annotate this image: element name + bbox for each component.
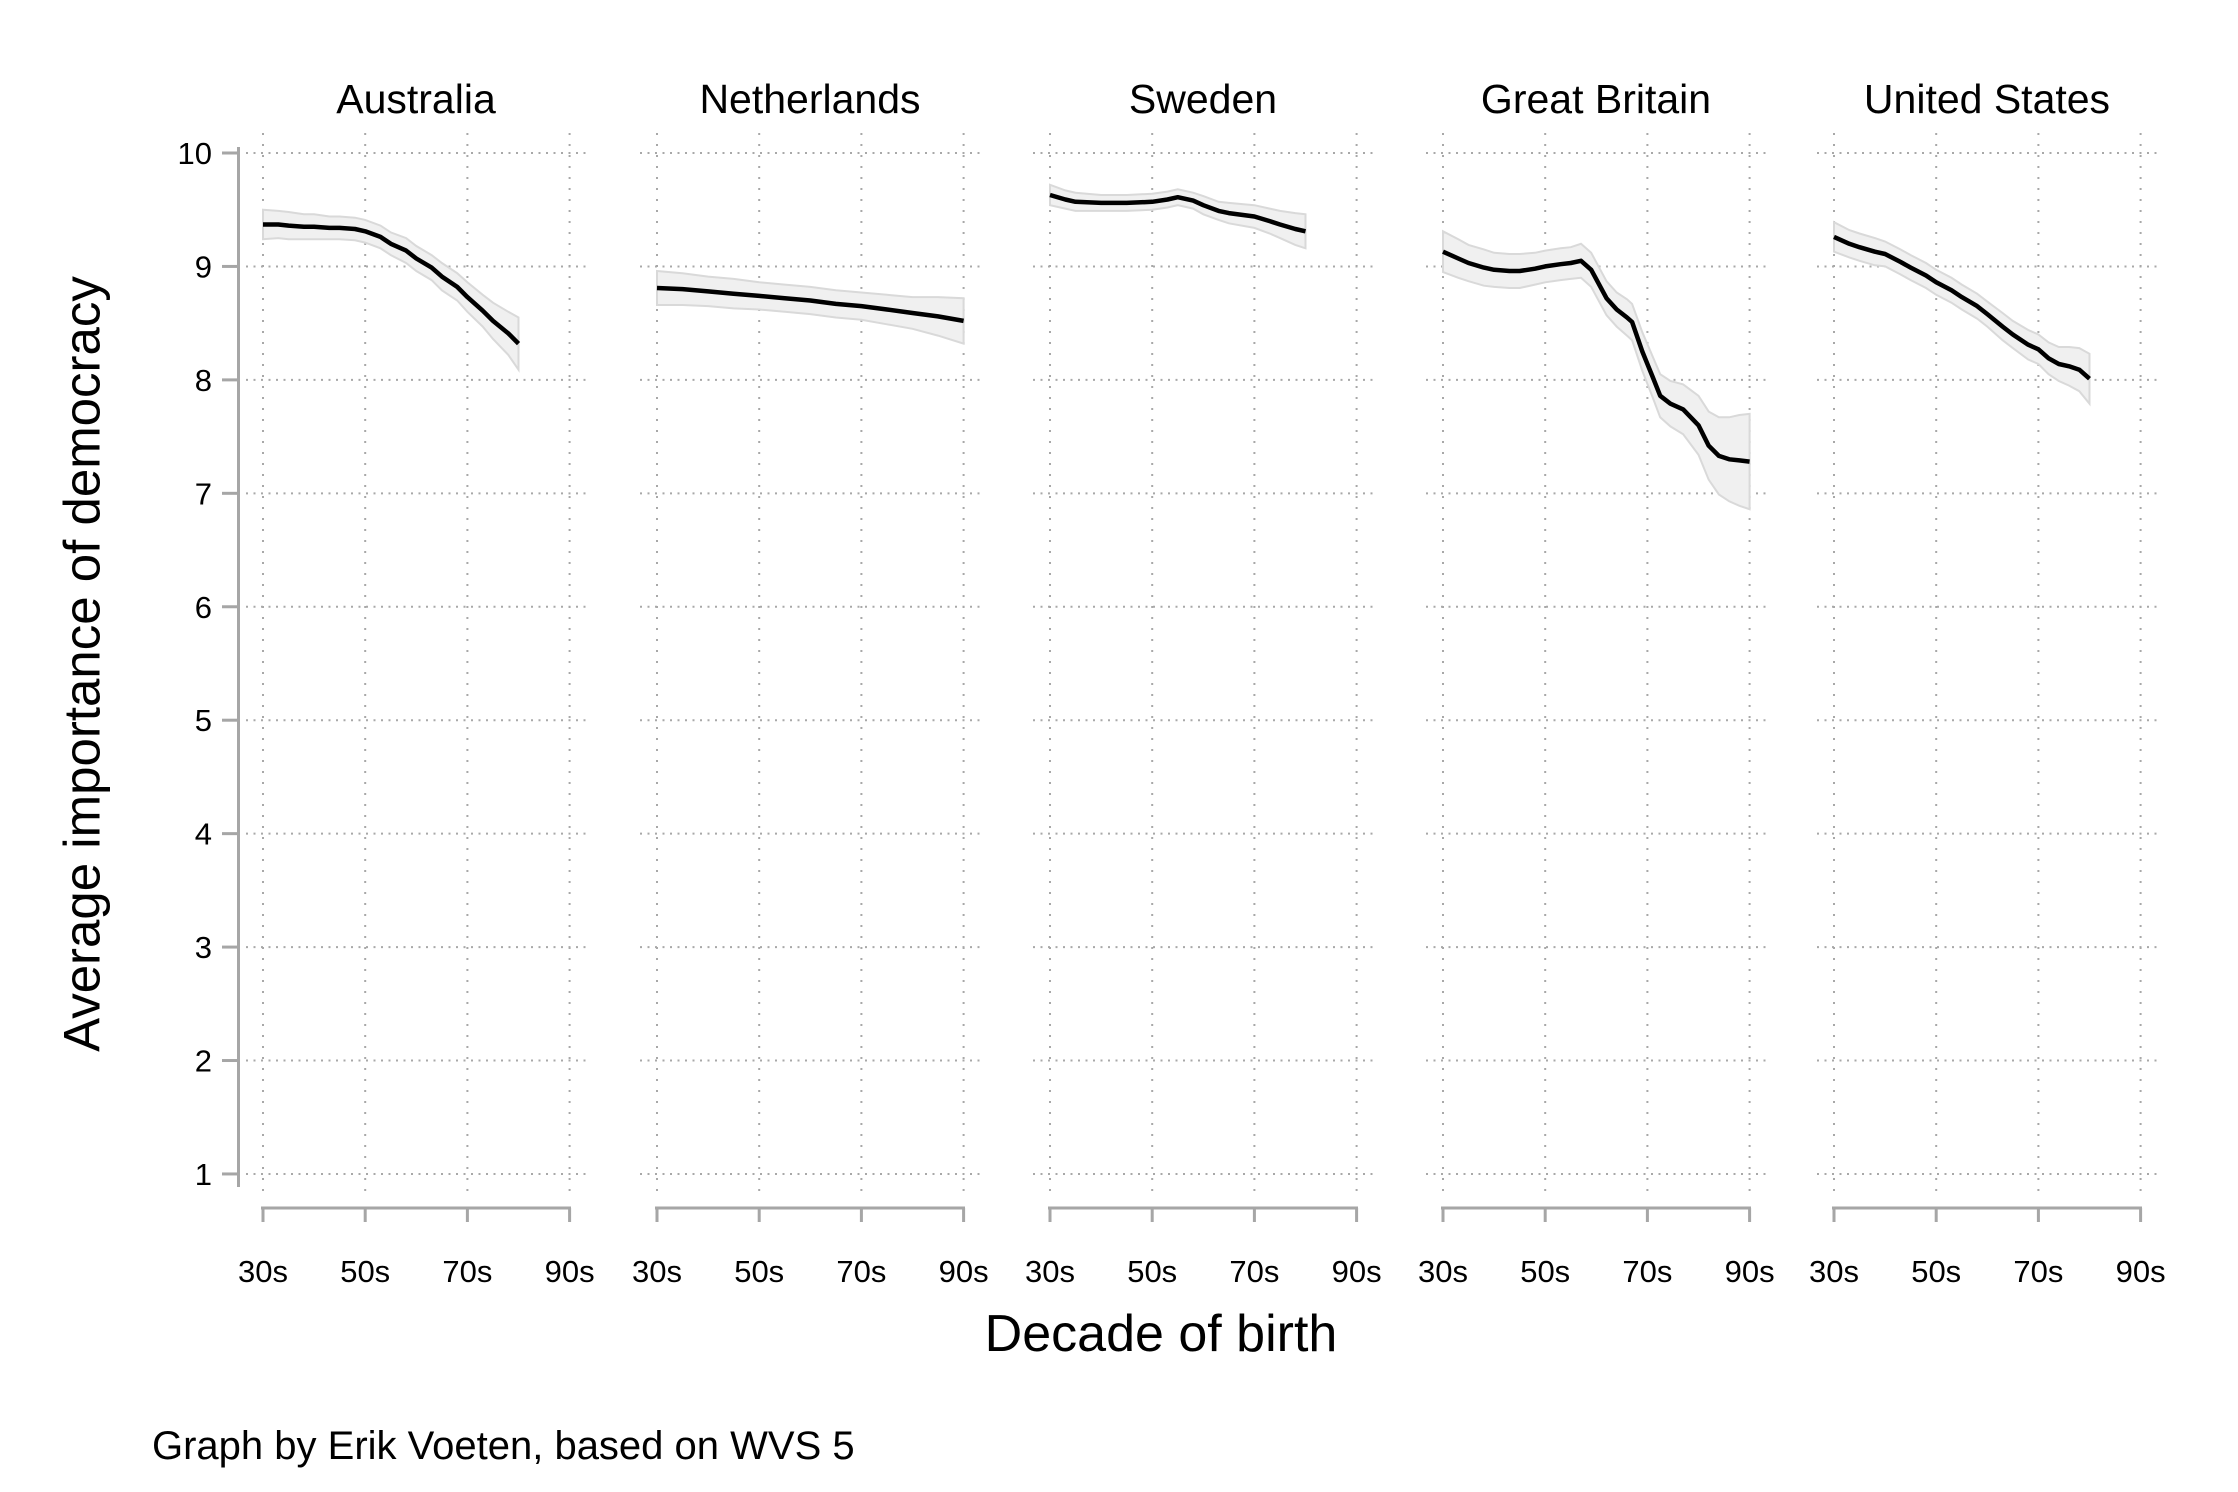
panel-australia: 30s 50s 70s 90s Australia [238, 76, 595, 1289]
confidence-band [1049, 183, 1307, 250]
x-tick-label: 70s [2013, 1254, 2063, 1289]
trend-line [1049, 192, 1306, 234]
x-tick-label: 70s [442, 1254, 492, 1289]
y-tick-label: 10 [178, 136, 212, 171]
y-tick-label: 6 [195, 590, 212, 625]
trend-line [263, 222, 521, 346]
x-tick-label: 50s [1127, 1254, 1177, 1289]
x-tick-label: 90s [1332, 1254, 1382, 1289]
y-axis-title: Average importance of democracy [53, 276, 111, 1052]
y-tick-label: 1 [195, 1157, 212, 1192]
y-tick-label: 3 [195, 930, 212, 965]
x-tick-label: 70s [1622, 1254, 1672, 1289]
x-tick-label: 50s [340, 1254, 390, 1289]
trend-line [1833, 234, 2091, 381]
confidence-band [262, 208, 520, 373]
source-caption: Graph by Erik Voeten, based on WVS 5 [152, 1424, 855, 1468]
x-tick-label: 70s [1229, 1254, 1279, 1289]
x-tick-label: 90s [2116, 1254, 2166, 1289]
panel-title: United States [1864, 76, 2110, 122]
x-tick-label: 50s [1911, 1254, 1961, 1289]
y-tick-label: 4 [195, 817, 212, 852]
x-tick-label: 30s [1809, 1254, 1859, 1289]
y-axis: 10 9 8 7 6 5 4 3 2 1 [178, 136, 240, 1192]
y-tick-label: 9 [195, 249, 212, 284]
x-tick-label: 30s [238, 1254, 288, 1289]
y-tick-label: 5 [195, 703, 212, 738]
y-tick-label: 2 [195, 1044, 212, 1079]
x-tick-label: 50s [734, 1254, 784, 1289]
panel-title: Great Britain [1481, 76, 1711, 122]
panel-great-britain: 30s 50s 70s 90s Great Britain [1418, 76, 1775, 1289]
panel-title: Netherlands [699, 76, 920, 122]
panel-title: Australia [336, 76, 496, 122]
trend-line [1442, 249, 1750, 464]
x-tick-label: 30s [632, 1254, 682, 1289]
x-tick-label: 70s [836, 1254, 886, 1289]
panel-united-states: 30s 50s 70s 90s United States [1809, 76, 2166, 1289]
y-tick-label: 8 [195, 363, 212, 398]
confidence-band [656, 269, 965, 345]
x-tick-label: 90s [545, 1254, 595, 1289]
panel-netherlands: 30s 50s 70s 90s Netherlands [632, 76, 989, 1289]
y-tick-label: 7 [195, 476, 212, 511]
x-tick-label: 50s [1520, 1254, 1570, 1289]
trend-line [656, 285, 964, 324]
x-tick-label: 30s [1025, 1254, 1075, 1289]
x-axis-title: Decade of birth [984, 1305, 1338, 1363]
x-tick-label: 90s [939, 1254, 989, 1289]
confidence-band [1833, 220, 2091, 407]
x-tick-label: 30s [1418, 1254, 1468, 1289]
panel-title: Sweden [1129, 76, 1277, 122]
x-tick-label: 90s [1725, 1254, 1775, 1289]
panel-sweden: 30s 50s 70s 90s Sweden [1025, 76, 1382, 1289]
confidence-band [1442, 229, 1751, 511]
